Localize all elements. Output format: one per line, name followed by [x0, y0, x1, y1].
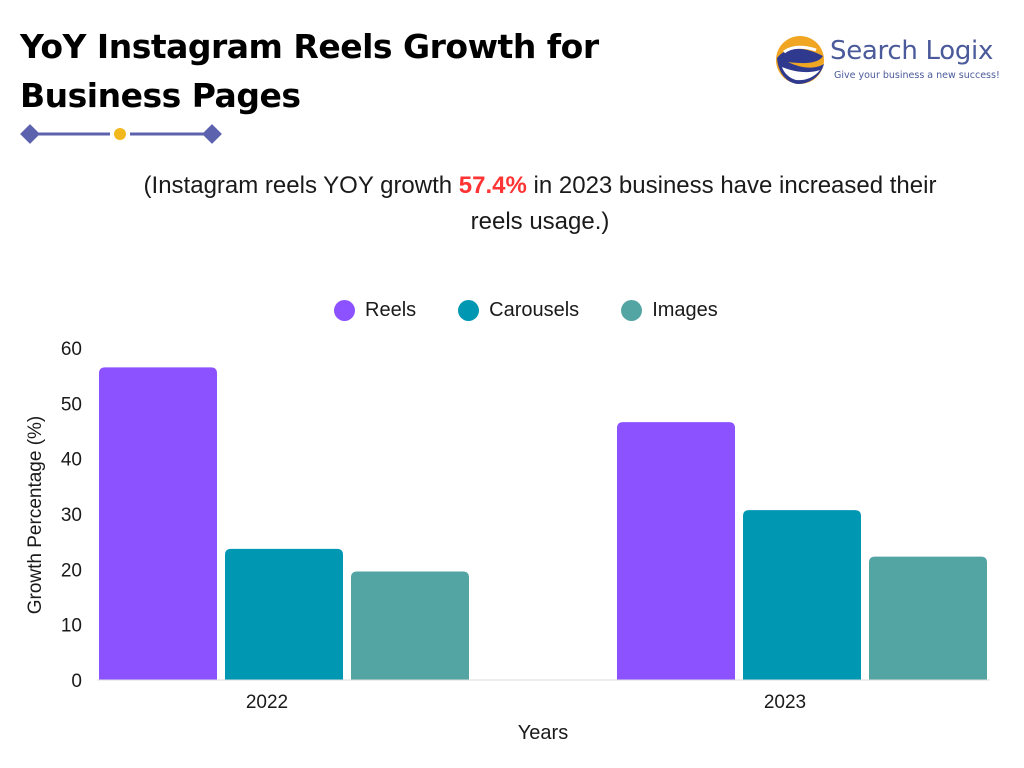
x-tick-label-2023: 2023 [764, 692, 806, 713]
bar-carousels-2023 [743, 510, 861, 680]
legend-item-carousels: Carousels [458, 299, 579, 322]
chart-title-line-2: Business Pages [20, 76, 301, 115]
divider-diamond-left [20, 124, 40, 144]
chart-legend: Reels Carousels Images [334, 296, 760, 324]
y-tick-label-40: 40 [61, 450, 82, 471]
legend-swatch-reels [334, 299, 355, 321]
subtitle-text-start: (Instagram reels YOY growth [143, 172, 459, 199]
y-tick-label-20: 20 [61, 560, 82, 581]
legend-label-images: Images [652, 298, 718, 321]
legend-item-reels: Reels [334, 299, 416, 322]
y-axis-title: Growth Percentage (%) [25, 416, 46, 615]
chart-title: YoY Instagram Reels Growth for Business … [20, 22, 660, 120]
legend-swatch-images [621, 299, 643, 321]
subtitle-text-end: in 2023 business have increased their re… [470, 172, 937, 235]
title-divider [20, 124, 222, 144]
logo-tagline: Give your business a new success! [834, 70, 1000, 81]
divider-dot [114, 128, 126, 140]
search-logix-logo: Search Logix Give your business a new su… [774, 34, 1014, 90]
chart-subtitle: (Instagram reels YOY growth 57.4% in 202… [140, 168, 940, 240]
x-axis-title: Years [518, 722, 568, 744]
y-tick-label-50: 50 [61, 394, 82, 415]
y-tick-label-10: 10 [61, 616, 82, 637]
y-tick-label-60: 60 [61, 339, 82, 360]
logo-name: Search Logix [830, 36, 994, 66]
logo-swirl-icon [776, 36, 824, 84]
bar-images-2023 [869, 556, 987, 680]
chart-title-line-1: YoY Instagram Reels Growth for [20, 27, 599, 66]
bar-images-2022 [351, 571, 469, 680]
bar-reels-2023 [617, 422, 735, 680]
bar-chart: 0 10 20 30 40 50 60 Growth Percentage (%) 2022 20… [25, 339, 990, 744]
bar-carousels-2022 [225, 548, 343, 680]
legend-item-images: Images [621, 299, 718, 322]
legend-label-reels: Reels [365, 298, 417, 321]
bar-reels-2022 [99, 367, 217, 680]
y-tick-label-0: 0 [71, 671, 82, 692]
y-tick-label-30: 30 [61, 505, 82, 526]
legend-label-carousels: Carousels [489, 298, 580, 321]
divider-diamond-right [202, 124, 222, 144]
x-tick-label-2022: 2022 [246, 692, 288, 713]
legend-swatch-carousels [458, 299, 480, 321]
subtitle-highlight-value: 57.4% [458, 172, 527, 199]
